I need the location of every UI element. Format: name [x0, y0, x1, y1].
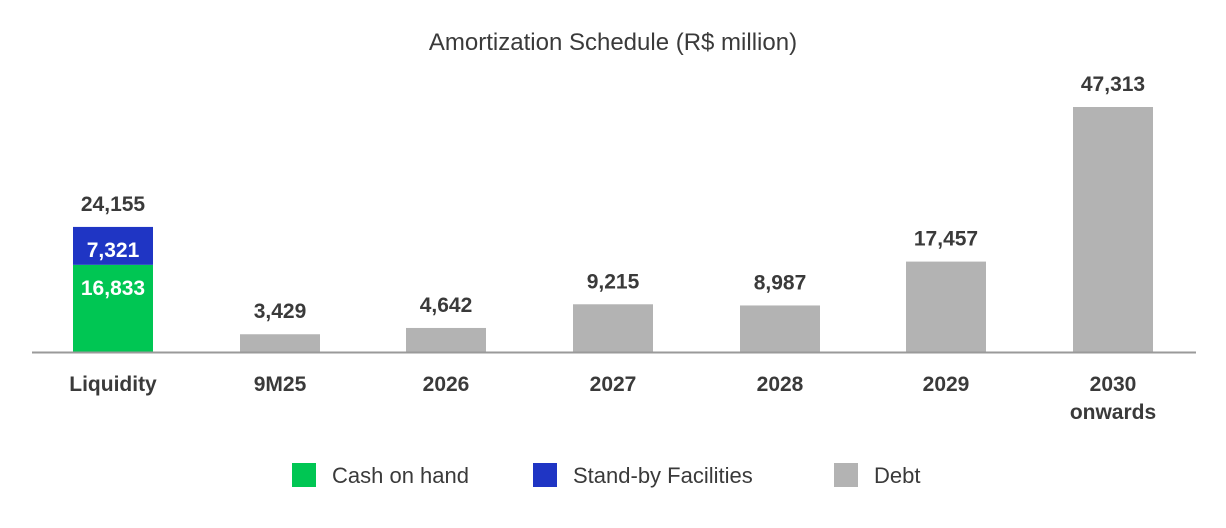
bars-group [73, 107, 1153, 352]
total-value-label: 3,429 [254, 300, 307, 323]
chart-title: Amortization Schedule (R$ million) [429, 29, 797, 56]
category-label: 9M25 [254, 373, 307, 396]
legend: Cash on hand Stand-by Facilities Debt [292, 463, 920, 488]
total-value-label: 24,155 [81, 193, 146, 216]
category-label: onwards [1070, 401, 1156, 424]
category-label: 2028 [757, 373, 804, 396]
category-labels-group: Liquidity 9M25 2026 2027 2028 2029 2030 onwards [69, 373, 1156, 424]
category-label: Liquidity [69, 373, 157, 396]
legend-label: Stand-by Facilities [573, 463, 753, 488]
bar-cash-on-hand-0 [73, 264, 153, 352]
bar-debt-6 [1073, 107, 1153, 352]
total-value-label: 17,457 [914, 228, 978, 251]
legend-swatch-stand-by-facilities [533, 463, 557, 487]
category-label: 2029 [923, 373, 970, 396]
labels-group: 16,833 7,321 24,155 3,429 4,642 9,215 8,987 17,… [81, 73, 1145, 323]
total-value-label: 9,215 [587, 270, 640, 293]
bar-debt-5 [906, 261, 986, 352]
bar-debt-2 [406, 327, 486, 352]
legend-swatch-cash-on-hand [292, 463, 316, 487]
category-label: 2026 [423, 373, 470, 396]
total-value-label: 8,987 [754, 271, 807, 294]
bar-debt-3 [573, 304, 653, 352]
category-label: 2027 [590, 373, 637, 396]
total-value-label: 47,313 [1081, 73, 1145, 96]
legend-swatch-debt [834, 463, 858, 487]
bar-debt-4 [740, 305, 820, 352]
bar-stand-by-facilities-0 [73, 226, 153, 265]
bar-debt-1 [240, 334, 320, 352]
total-value-label: 4,642 [420, 294, 473, 317]
legend-label: Debt [874, 463, 920, 488]
category-label: 2030 [1090, 373, 1137, 396]
segment-value-label: 16,833 [81, 277, 145, 300]
legend-label: Cash on hand [332, 463, 469, 488]
segment-value-label: 7,321 [87, 239, 140, 262]
